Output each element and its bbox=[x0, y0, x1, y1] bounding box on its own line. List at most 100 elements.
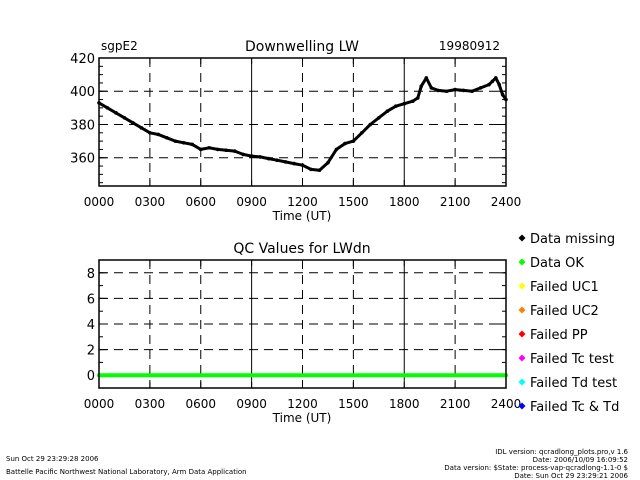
chart1-data-point bbox=[198, 147, 203, 152]
legend-marker-diamond bbox=[518, 234, 526, 242]
chart1-data-point bbox=[419, 84, 424, 89]
chart1-data-point bbox=[429, 86, 434, 90]
chart2-xtick-label: 1800 bbox=[389, 397, 420, 411]
chart1-data-point bbox=[131, 121, 135, 125]
chart1-data-point bbox=[241, 152, 245, 157]
chart1-data-point bbox=[283, 160, 288, 164]
chart1-xtick-label: 2100 bbox=[440, 195, 471, 209]
chart1-data-point bbox=[385, 109, 390, 113]
legend-label: Failed Td test bbox=[530, 376, 617, 391]
chart2-ytick-label: 8 bbox=[87, 267, 95, 282]
chart1-data-point bbox=[292, 161, 296, 166]
chart2-xtick-label: 1500 bbox=[338, 397, 369, 411]
chart2-xtick-label: 0900 bbox=[236, 397, 267, 411]
chart1-data-point bbox=[165, 135, 169, 140]
legend-marker-diamond bbox=[518, 402, 526, 410]
chart1-data-point bbox=[360, 131, 364, 135]
chart2-frame bbox=[98, 259, 507, 389]
chart1-data-point bbox=[436, 88, 440, 93]
chart1-data-point bbox=[275, 158, 279, 163]
chart1-data-point bbox=[478, 86, 483, 90]
legend-label: Failed UC2 bbox=[530, 304, 599, 319]
chart1-date: 19980912 bbox=[439, 39, 500, 53]
chart1-title: Downwelling LW bbox=[245, 39, 359, 55]
chart1-data-point bbox=[500, 92, 505, 97]
chart2-ytick-label: 6 bbox=[87, 292, 95, 307]
chart1-ytick-label: 400 bbox=[70, 85, 95, 100]
chart1-xlabel: Time (UT) bbox=[272, 209, 332, 223]
chart1-frame bbox=[98, 57, 507, 187]
legend-label: Failed UC1 bbox=[530, 280, 599, 295]
chart1-data-point bbox=[490, 79, 495, 84]
chart1-data-point bbox=[156, 132, 161, 137]
chart1-ytick-label: 380 bbox=[70, 118, 95, 133]
chart1-data-point bbox=[249, 154, 254, 158]
chart1-data-point bbox=[410, 99, 415, 104]
footer-organization: Battelle Pacific Northwest National Labo… bbox=[6, 468, 247, 476]
chart1-data-point bbox=[393, 104, 398, 109]
legend: Data missing Data OK Failed UC1 Failed UC2 F… bbox=[518, 232, 619, 415]
chart2-ytick-label: 4 bbox=[87, 318, 95, 333]
chart1-data-point bbox=[258, 155, 262, 159]
chart1-xtick-label: 2400 bbox=[491, 195, 522, 209]
chart1-xtick-label: 0000 bbox=[84, 195, 115, 209]
chart1-ytick-label: 360 bbox=[70, 152, 95, 167]
chart1-data-point bbox=[326, 160, 330, 165]
legend-marker-diamond bbox=[518, 258, 526, 266]
chart2-xtick-label: 0600 bbox=[185, 397, 216, 411]
chart1-data-point bbox=[266, 156, 271, 161]
legend-marker-diamond bbox=[518, 378, 526, 386]
chart1-data-point bbox=[207, 145, 212, 150]
legend-label: Failed Tc & Td bbox=[530, 400, 619, 415]
chart1-data-point bbox=[444, 89, 449, 94]
chart1-data-point bbox=[190, 142, 195, 147]
chart1-data-point bbox=[334, 147, 339, 152]
chart1-data-point bbox=[494, 76, 498, 80]
chart1-plot: 0000 0300 0600 0900 1200 1500 1800 2100 2400 360 3… bbox=[70, 52, 521, 209]
chart2-xtick-label: 1200 bbox=[287, 397, 318, 411]
chart1-data-point bbox=[470, 89, 474, 94]
chart1-data-point bbox=[424, 76, 429, 80]
chart1-data-point bbox=[224, 148, 228, 153]
legend-label: Data missing bbox=[530, 232, 615, 247]
chart1-site-label: sgpE2 bbox=[101, 39, 138, 53]
chart1-xtick-label: 0300 bbox=[135, 195, 166, 209]
legend-marker-diamond bbox=[518, 354, 526, 362]
chart2-xtick-label: 0300 bbox=[135, 397, 166, 411]
legend-label: Failed PP bbox=[530, 328, 588, 343]
chart1-data-point bbox=[368, 122, 373, 127]
chart1-xtick-label: 0600 bbox=[185, 195, 216, 209]
chart1-data-point bbox=[309, 167, 313, 172]
legend-label: Failed Tc test bbox=[530, 352, 614, 367]
chart1-data-point bbox=[351, 139, 356, 143]
chart1-data-point bbox=[232, 149, 237, 153]
legend-label: Data OK bbox=[530, 256, 584, 271]
chart1-xtick-label: 1500 bbox=[338, 195, 369, 209]
chart2-xtick-label: 0000 bbox=[84, 397, 115, 411]
chart1-data-point bbox=[377, 116, 381, 120]
chart1-data-point bbox=[487, 82, 491, 87]
chart2-ytick-label: 2 bbox=[87, 344, 95, 359]
chart1-data-point bbox=[139, 126, 144, 130]
chart1-data-point bbox=[461, 88, 466, 93]
chart1-xtick-label: 1800 bbox=[389, 195, 420, 209]
chart2-title: QC Values for LWdn bbox=[233, 241, 370, 257]
chart1-data-point bbox=[122, 116, 127, 120]
chart2-ytick-label: 0 bbox=[87, 369, 95, 384]
chart1-xtick-label: 0900 bbox=[236, 195, 267, 209]
footer-idl-date: Date: 2006/10/09 16:09:52 bbox=[533, 456, 628, 464]
chart1-data-point bbox=[114, 111, 118, 115]
footer-idl-version: IDL version: qcradlong_plots.pro,v 1.6 bbox=[495, 448, 628, 456]
chart2-xtick-label: 2400 bbox=[491, 397, 522, 411]
chart1-xtick-label: 1200 bbox=[287, 195, 318, 209]
chart1-data-point bbox=[343, 141, 347, 146]
footer-data-version: Data version: $State: process-vap-qcradl… bbox=[444, 464, 628, 472]
chart1-data-point bbox=[416, 96, 420, 100]
chart1-data-point bbox=[148, 131, 152, 135]
plots-layer: 0000 0300 0600 0900 1200 1500 1800 2100 24003603… bbox=[70, 52, 521, 411]
footer-data-date: Date: Sun Oct 29 23:29:21 2006 bbox=[514, 472, 628, 480]
chart1-data-point bbox=[453, 87, 457, 92]
chart1-data-point bbox=[181, 140, 186, 145]
legend-marker-diamond bbox=[518, 330, 526, 338]
